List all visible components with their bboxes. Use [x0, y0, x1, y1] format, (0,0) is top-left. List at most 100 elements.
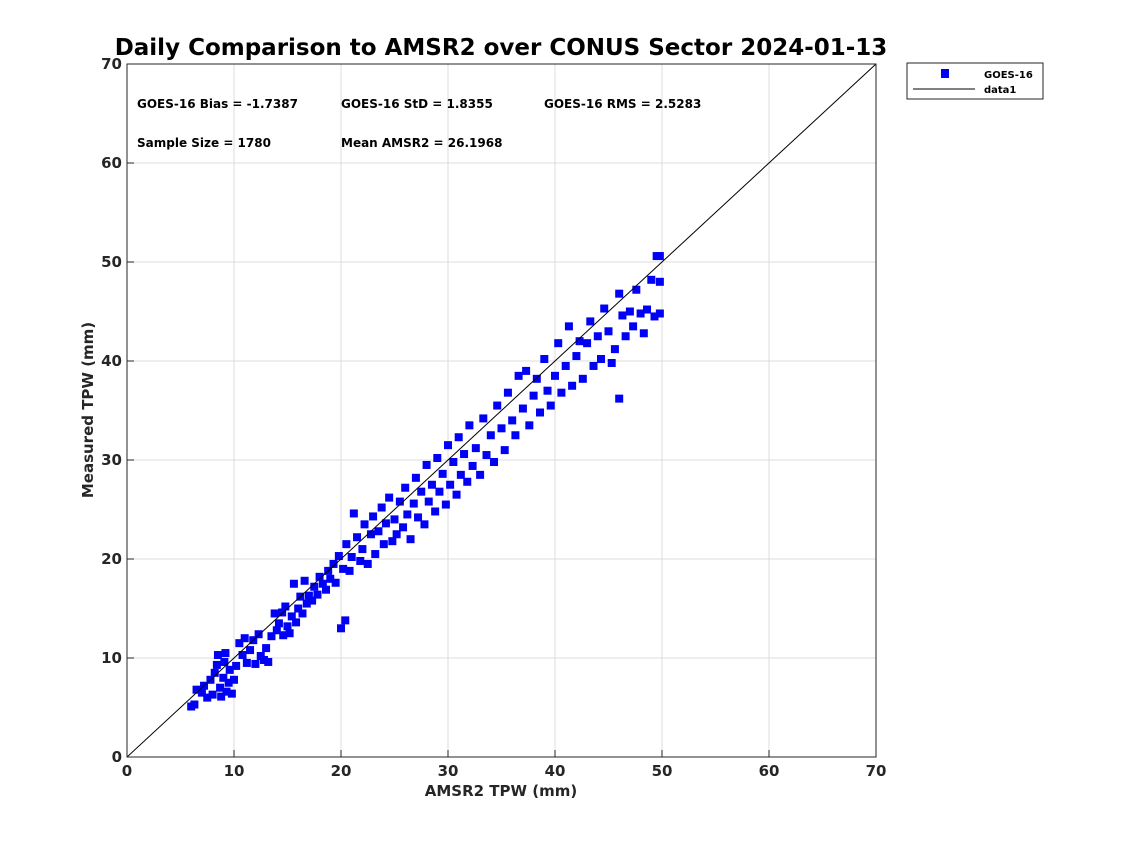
data-point — [597, 355, 606, 364]
data-point — [435, 487, 444, 496]
data-point — [395, 497, 404, 506]
data-point — [546, 401, 555, 410]
data-point — [621, 332, 630, 341]
legend-marker-square-icon — [941, 69, 949, 78]
y-axis-label: Measured TPW (mm) — [79, 322, 97, 498]
data-point — [543, 386, 552, 395]
data-point — [283, 622, 292, 631]
data-point — [471, 444, 480, 453]
data-point — [607, 358, 616, 367]
data-point — [363, 559, 372, 568]
data-point — [349, 509, 358, 518]
y-tick-label: 60 — [101, 154, 122, 172]
data-point — [366, 530, 375, 539]
x-tick-label: 0 — [122, 762, 132, 780]
data-point — [422, 460, 431, 469]
data-point — [219, 673, 228, 682]
legend: GOES-16 data1 — [906, 62, 1044, 100]
data-point — [216, 683, 225, 692]
data-point — [449, 457, 458, 466]
data-point — [246, 646, 255, 655]
data-point — [401, 483, 410, 492]
data-point — [575, 337, 584, 346]
data1-line — [126, 63, 877, 758]
data-point — [444, 441, 452, 450]
y-tick-label: 10 — [101, 649, 122, 667]
data-point — [334, 552, 343, 561]
data-point — [452, 490, 461, 499]
data-point — [610, 345, 619, 354]
data-point — [655, 309, 664, 318]
data-point — [454, 433, 463, 442]
data-point — [213, 651, 222, 660]
data-point — [262, 644, 271, 653]
data-point — [371, 550, 380, 559]
data-point — [208, 690, 217, 699]
x-tick-label: 20 — [331, 762, 352, 780]
data-point — [589, 361, 598, 370]
data-point — [251, 659, 260, 668]
data-point — [192, 685, 201, 694]
data-point — [331, 578, 340, 587]
data-point — [220, 657, 229, 666]
data-point — [564, 322, 573, 331]
data-point — [500, 446, 509, 455]
data-point — [227, 689, 236, 698]
data-point — [529, 391, 538, 400]
data-point — [554, 339, 563, 348]
data-point — [341, 616, 350, 625]
plot-frame — [126, 63, 877, 758]
data-point — [310, 582, 319, 591]
data-point — [281, 602, 290, 611]
data-point — [203, 693, 212, 702]
data-point — [615, 394, 624, 403]
data-point — [636, 309, 645, 318]
data-point — [604, 327, 613, 336]
data-point — [217, 692, 226, 701]
y-tick-label: 40 — [101, 352, 122, 370]
data-point — [618, 311, 627, 320]
data-point — [420, 520, 429, 529]
data-point — [210, 668, 219, 677]
data-point — [356, 556, 365, 565]
data-point — [212, 660, 221, 669]
data-point — [600, 304, 609, 313]
data-point — [493, 401, 502, 410]
data-point — [406, 535, 415, 544]
data-point — [259, 655, 268, 664]
x-tick-label: 30 — [438, 762, 459, 780]
data-point — [225, 665, 234, 674]
data-point — [308, 596, 317, 605]
data-point — [353, 533, 362, 542]
data-point — [345, 566, 354, 575]
data-point — [615, 289, 624, 298]
data-point — [468, 461, 477, 470]
data-point — [511, 431, 520, 440]
data-point — [417, 487, 426, 496]
y-tick-label: 30 — [101, 451, 122, 469]
data-point — [278, 608, 287, 617]
legend-box — [906, 62, 1044, 100]
data-point — [374, 527, 383, 536]
data-point — [557, 388, 566, 397]
data-point — [522, 366, 531, 375]
goes16-series — [187, 252, 664, 711]
data-point — [497, 424, 506, 433]
data-point — [536, 408, 545, 417]
data-point — [318, 579, 327, 588]
data-point — [270, 609, 279, 618]
data-point — [465, 421, 474, 430]
data-point — [339, 564, 348, 573]
data-point — [568, 381, 577, 390]
y-tick-label: 20 — [101, 550, 122, 568]
data-point — [625, 307, 634, 316]
data-point — [390, 515, 399, 524]
data-point — [377, 503, 386, 512]
data-point — [403, 510, 412, 519]
data-point — [360, 520, 369, 529]
data-point — [292, 618, 301, 627]
data-point — [532, 374, 541, 383]
data-point — [289, 579, 298, 588]
data-point — [456, 470, 465, 479]
data-point — [285, 629, 294, 638]
